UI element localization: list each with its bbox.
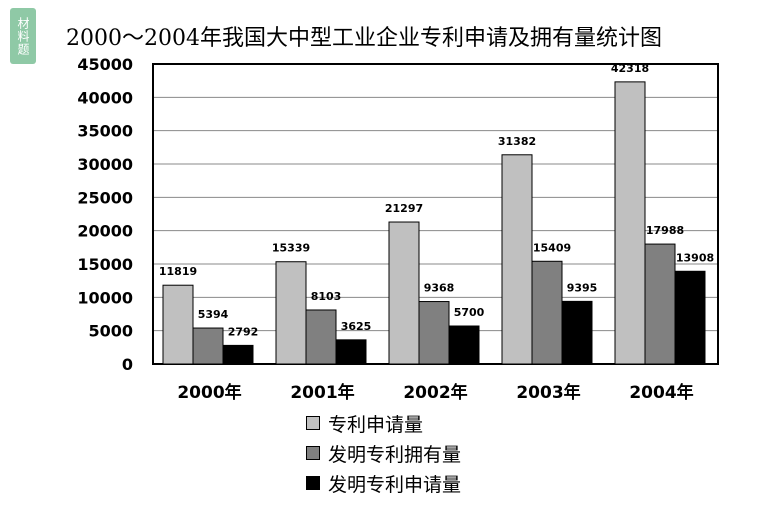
y-tick-label: 35000 bbox=[77, 122, 133, 141]
y-tick-label: 15000 bbox=[77, 255, 133, 274]
bar bbox=[192, 327, 224, 365]
legend-label: 发明专利申请量 bbox=[328, 473, 462, 496]
data-label: 31382 bbox=[498, 135, 536, 148]
bar bbox=[561, 300, 593, 365]
y-tick-label: 30000 bbox=[77, 155, 133, 174]
legend-item-patent-applications: 专利申请量 bbox=[306, 408, 461, 438]
data-label: 13908 bbox=[676, 251, 714, 264]
x-tick-label: 2003年 bbox=[516, 382, 580, 403]
data-label: 17988 bbox=[646, 224, 684, 237]
x-tick-label: 2004年 bbox=[629, 382, 693, 403]
bar bbox=[335, 339, 367, 365]
data-label: 8103 bbox=[311, 290, 342, 303]
x-tick-label: 2001年 bbox=[290, 382, 354, 403]
bar bbox=[162, 284, 194, 365]
data-label: 9395 bbox=[567, 281, 598, 294]
y-tick-label: 25000 bbox=[77, 188, 133, 207]
bar bbox=[531, 260, 563, 365]
data-label: 42318 bbox=[611, 62, 649, 75]
bar bbox=[388, 221, 420, 365]
data-label: 11819 bbox=[159, 265, 197, 278]
legend-swatch bbox=[306, 476, 320, 490]
badge-label: 材料题 bbox=[16, 16, 30, 56]
chart-title: 2000～2004年我国大中型工业企业专利申请及拥有量统计图 bbox=[66, 26, 662, 51]
y-tick-label: 5000 bbox=[88, 322, 133, 341]
material-question-badge: 材料题 bbox=[10, 8, 36, 64]
bar bbox=[501, 154, 533, 365]
bar bbox=[674, 270, 706, 365]
y-tick-label: 45000 bbox=[77, 55, 133, 74]
x-tick-label: 2002年 bbox=[403, 382, 467, 403]
legend-swatch bbox=[306, 446, 320, 460]
bar bbox=[448, 325, 480, 365]
data-label: 21297 bbox=[385, 202, 423, 215]
bar bbox=[614, 81, 646, 365]
bar bbox=[305, 309, 337, 365]
bar bbox=[644, 243, 676, 365]
data-label: 5700 bbox=[454, 306, 485, 319]
data-label: 9368 bbox=[424, 282, 455, 295]
data-label: 5394 bbox=[198, 308, 229, 321]
bar bbox=[222, 344, 254, 365]
data-label: 3625 bbox=[341, 320, 372, 333]
y-tick-label: 20000 bbox=[77, 222, 133, 241]
legend-item-invention-patents-owned: 发明专利拥有量 bbox=[306, 438, 461, 468]
bar bbox=[275, 261, 307, 365]
data-label: 15339 bbox=[272, 242, 310, 255]
bar bbox=[418, 301, 450, 365]
chart-legend: 专利申请量 发明专利拥有量 发明专利申请量 bbox=[306, 408, 461, 498]
x-tick-label: 2000年 bbox=[177, 382, 241, 403]
legend-swatch bbox=[306, 416, 320, 430]
legend-label: 发明专利拥有量 bbox=[328, 443, 462, 466]
y-tick-label: 10000 bbox=[77, 288, 133, 307]
y-tick-label: 40000 bbox=[77, 88, 133, 107]
legend-label: 专利申请量 bbox=[328, 413, 424, 436]
legend-item-invention-patent-applications: 发明专利申请量 bbox=[306, 468, 461, 498]
data-label: 2792 bbox=[228, 325, 259, 338]
y-tick-label: 0 bbox=[122, 355, 133, 374]
data-label: 15409 bbox=[533, 241, 571, 254]
